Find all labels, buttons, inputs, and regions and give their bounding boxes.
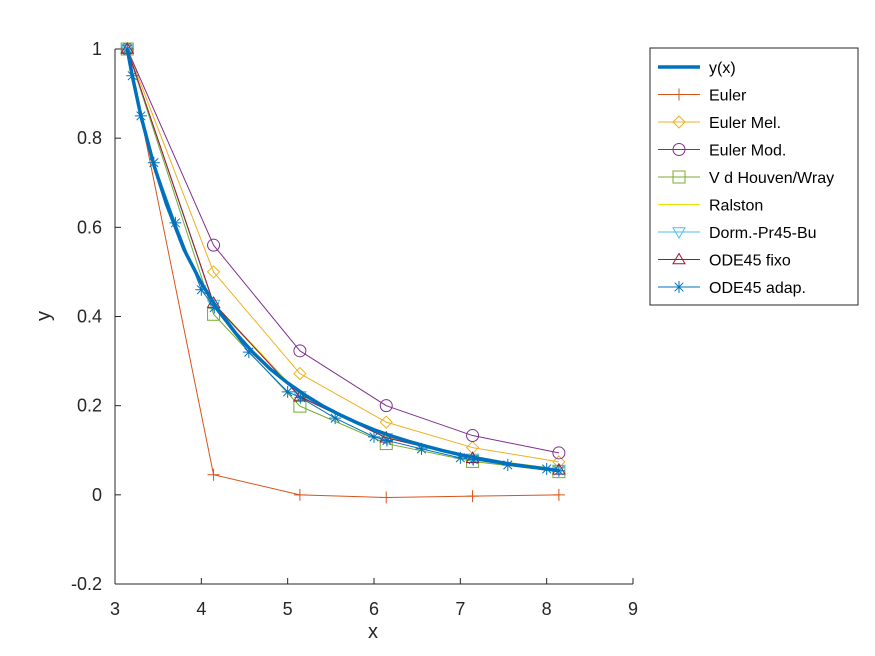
legend-item: ODE45 adap. xyxy=(658,280,806,297)
data-point-marker xyxy=(380,491,393,504)
legend-item: Euler Mod. xyxy=(658,143,786,160)
legend-marker xyxy=(673,281,685,293)
x-tick-label: 3 xyxy=(110,599,120,619)
data-point-marker xyxy=(540,462,553,475)
x-tick-label: 9 xyxy=(628,599,638,619)
legend-label: Euler xyxy=(709,88,747,105)
series-line xyxy=(126,48,559,454)
legend-item: V d Houven/Wray xyxy=(658,170,834,187)
data-point-marker xyxy=(147,156,160,169)
x-tick-label: 4 xyxy=(196,599,206,619)
data-point-marker xyxy=(552,488,565,501)
y-tick-label: 0.6 xyxy=(77,217,102,237)
y-tick-label: -0.2 xyxy=(71,574,102,594)
legend-label: V d Houven/Wray xyxy=(709,170,834,187)
x-tick-label: 7 xyxy=(455,599,465,619)
data-point-marker xyxy=(293,488,306,501)
data-point-marker xyxy=(208,301,221,314)
data-point-marker xyxy=(294,391,307,404)
legend-marker xyxy=(672,170,686,184)
legend-item: Euler xyxy=(658,88,747,105)
axes: 3 4 5 6 7 8 9 -0.2 0 0.2 0.4 0.6 0.8 1 xyxy=(71,39,638,619)
data-point-marker xyxy=(466,429,480,443)
legend-label: ODE45 fixo xyxy=(709,253,791,270)
data-point-marker xyxy=(293,366,307,381)
legend: y(x) Euler Euler Mel. Euler Mod. V d Houven/… xyxy=(649,47,859,306)
data-point-marker xyxy=(552,464,565,477)
x-tick-label: 8 xyxy=(542,599,552,619)
legend-item: ODE45 fixo xyxy=(658,253,791,270)
legend-marker xyxy=(672,143,686,156)
legend-marker xyxy=(672,227,686,239)
series-line xyxy=(126,48,559,470)
legend-label: Dorm.-Pr45-Bu xyxy=(709,225,817,242)
data-point-marker xyxy=(242,346,255,359)
series-y-x xyxy=(125,48,560,473)
y-tick-label: 0.8 xyxy=(77,128,102,148)
y-tick-label: 0.4 xyxy=(77,307,102,327)
series-line xyxy=(126,48,559,473)
series-ralston xyxy=(126,48,559,470)
legend-label: Ralston xyxy=(709,198,763,215)
series-line xyxy=(125,48,560,473)
data-point-marker xyxy=(207,468,220,481)
y-tick-label: 0 xyxy=(92,485,102,505)
series-layer xyxy=(120,42,566,504)
data-point-marker xyxy=(368,430,380,443)
legend-marker xyxy=(672,252,686,265)
data-point-marker xyxy=(454,451,467,464)
legend-label: Euler Mod. xyxy=(709,143,786,160)
data-point-marker xyxy=(466,454,480,468)
data-point-marker xyxy=(467,453,480,466)
data-point-marker xyxy=(207,238,221,252)
y-axis-label: y xyxy=(33,311,55,321)
series-line xyxy=(126,48,559,463)
data-point-marker xyxy=(415,442,428,455)
y-tick-label: 1 xyxy=(92,39,102,59)
series-ode45-adap xyxy=(121,43,565,477)
legend-item: y(x) xyxy=(658,60,736,77)
data-point-marker xyxy=(501,458,514,471)
legend-marker xyxy=(673,88,685,101)
y-tick-label: 0.2 xyxy=(77,396,102,416)
legend-label: y(x) xyxy=(709,60,736,77)
data-point-marker xyxy=(195,283,208,296)
data-point-marker xyxy=(329,412,342,425)
legend-item: Ralston xyxy=(658,198,763,215)
series-line xyxy=(126,48,559,470)
x-tick-label: 6 xyxy=(369,599,379,619)
series-euler-mod xyxy=(120,42,566,460)
series-euler xyxy=(121,43,565,504)
data-point-marker xyxy=(379,415,393,429)
data-point-marker xyxy=(121,43,134,55)
data-point-marker xyxy=(552,446,566,460)
data-point-marker xyxy=(466,490,479,503)
legend-label: ODE45 adap. xyxy=(709,280,806,297)
data-point-marker xyxy=(281,385,294,398)
data-point-marker xyxy=(169,216,182,229)
series-line xyxy=(126,48,559,471)
data-point-marker xyxy=(206,265,221,279)
legend-marker xyxy=(672,115,686,129)
data-point-marker xyxy=(126,69,139,82)
data-point-marker xyxy=(293,399,307,413)
series-line xyxy=(126,48,559,499)
legend-item: Euler Mel. xyxy=(658,115,781,132)
data-point-marker xyxy=(293,344,307,358)
legend-label: Euler Mel. xyxy=(709,115,781,132)
series-line xyxy=(126,48,559,472)
data-point-marker xyxy=(379,399,393,413)
legend-item: Dorm.-Pr45-Bu xyxy=(658,225,817,242)
x-tick-label: 5 xyxy=(283,599,293,619)
x-axis-label: x xyxy=(368,621,378,643)
data-point-marker xyxy=(134,109,147,122)
data-point-marker xyxy=(380,434,393,447)
